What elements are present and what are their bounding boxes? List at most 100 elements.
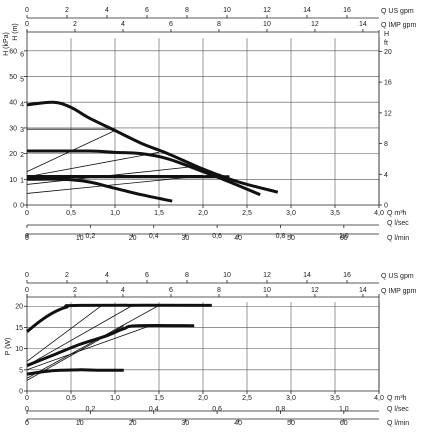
top-axis-tick-label: 10: [263, 287, 271, 294]
y-tick-label-right: 0: [384, 203, 388, 210]
bottom-axis-tick-label: 2,5: [242, 395, 252, 402]
bottom-axis-tick-label: 2,0: [198, 395, 208, 402]
y-tick-label-meters: 2: [20, 152, 24, 159]
y-tick-label-meters: 5: [20, 77, 24, 84]
bottom-axis-unit: Q m³h: [387, 210, 407, 217]
top-axis-tick-label: 6: [145, 7, 149, 14]
y-tick-label-left: 10: [9, 177, 17, 184]
performance-curve-3: [26, 177, 173, 203]
control-line-8: [26, 166, 195, 185]
y-tick-label-right: 16: [384, 80, 392, 87]
bottom-axis-tick-label: 0,4: [149, 233, 159, 240]
bottom-axis-tick-label: 40: [234, 420, 242, 427]
y-tick-label-meters: 0: [20, 203, 24, 210]
bottom-axis-tick-label: 10: [76, 420, 84, 427]
y-tick-label-right: 20: [384, 49, 392, 56]
bottom-axis-tick-label: 0: [25, 235, 29, 242]
bottom-axis-tick-label: 30: [181, 420, 189, 427]
bottom-axis-tick-label: 2,0: [198, 210, 208, 217]
y-tick-label-right: 4: [384, 172, 388, 179]
bottom-axis-tick-label: 0,6: [212, 233, 222, 240]
bottom-axis-tick-label: 40: [234, 235, 242, 242]
top-axis-tick-label: 0: [25, 7, 29, 14]
top-axis-tick-label: 14: [303, 7, 311, 14]
control-line-6: [26, 130, 116, 172]
top-axis-tick-label: 14: [303, 272, 311, 279]
control-line-3: [26, 305, 103, 362]
bottom-axis-tick-label: 1,0: [110, 210, 120, 217]
bottom-axis-tick-label: 20: [129, 420, 137, 427]
bottom-axis-tick-label: 0: [25, 406, 29, 413]
bottom-axis-tick-label: 0,8: [276, 406, 286, 413]
top-axis-tick-label: 4: [105, 272, 109, 279]
bottom-axis-tick-label: 0,5: [66, 395, 76, 402]
top-axis-tick-label: 12: [311, 21, 319, 28]
top-axis-tick-label: 0: [25, 21, 29, 28]
y-tick-label-left: 50: [9, 74, 17, 81]
bottom-axis-tick-label: 50: [287, 420, 295, 427]
performance-curve-2: [26, 368, 124, 376]
control-line-7: [26, 151, 160, 178]
top-axis-unit: Q IMP gpm: [381, 22, 416, 29]
performance-curve-1: [26, 149, 261, 197]
bottom-axis-tick-label: 0,6: [212, 406, 222, 413]
bottom-axis-tick-label: 0,4: [149, 406, 159, 413]
y-tick-label-left: 15: [15, 325, 23, 332]
bottom-axis-tick-label: 20: [129, 235, 137, 242]
y-tick-label-left: 0: [19, 389, 23, 396]
top-axis-tick-label: 16: [343, 272, 351, 279]
control-line-9: [26, 173, 221, 194]
bottom-axis-unit: Q l/sec: [387, 220, 409, 227]
top-axis-unit: Q US gpm: [381, 8, 414, 15]
control-line-6: [26, 325, 124, 381]
y-tick-label-meters: 1: [20, 177, 24, 184]
top-axis-tick-label: 12: [263, 7, 271, 14]
bottom-axis-tick-label: 0,2: [85, 406, 95, 413]
top-axis-tick-label: 6: [169, 287, 173, 294]
top-axis-tick-label: 10: [223, 7, 231, 14]
top-axis-tick-label: 12: [263, 272, 271, 279]
bottom-axis-tick-label: 1,0: [339, 406, 349, 413]
top-axis-tick-label: 4: [121, 21, 125, 28]
bottom-axis-unit: Q l/min: [387, 420, 409, 427]
bottom-axis-tick-label: 0,2: [85, 233, 95, 240]
y-axis-label-left-meters: H (m): [12, 23, 19, 41]
top-axis-tick-label: 0: [25, 287, 29, 294]
bottom-axis-tick-label: 50: [287, 235, 295, 242]
bottom-axis-tick-label: 4,0: [374, 395, 384, 402]
top-axis-tick-label: 16: [343, 7, 351, 14]
y-tick-label-meters: 6: [20, 51, 24, 58]
top-axis-tick-label: 8: [217, 21, 221, 28]
top-axis-tick-label: 12: [311, 287, 319, 294]
top-axis-tick-label: 6: [145, 272, 149, 279]
performance-curve-1: [26, 324, 195, 367]
bottom-axis-tick-label: 3,5: [330, 210, 340, 217]
bottom-axis-tick-label: 0,5: [66, 210, 76, 217]
top-axis-tick-label: 4: [105, 7, 109, 14]
bottom-axis-tick-label: 3,0: [286, 210, 296, 217]
bottom-axis-tick-label: 60: [340, 420, 348, 427]
y-tick-label-left: 0: [13, 203, 17, 210]
top-axis-tick-label: 10: [223, 272, 231, 279]
y-tick-label-right: 12: [384, 110, 392, 117]
bottom-axis-tick-label: 2,5: [242, 210, 252, 217]
top-axis-unit: Q IMP gpm: [381, 288, 416, 295]
y-axis-label-left: H (kPa): [3, 32, 10, 56]
y-tick-label-left: 10: [15, 346, 23, 353]
y-tick-label-left: 20: [9, 151, 17, 158]
top-axis-tick-label: 10: [263, 21, 271, 28]
bottom-axis-unit: Q l/min: [387, 235, 409, 242]
top-axis-tick-label: 4: [121, 287, 125, 294]
control-line-4: [26, 305, 133, 366]
top-axis-tick-label: 6: [169, 21, 173, 28]
performance-curve-0: [26, 303, 212, 333]
power-flow-chart: 0 5 10 15 20 P (W) 0 2 4 6 8 10 12 14 16 Q US gpm 0 2 4 6 8 1…: [5, 272, 416, 427]
y-tick-label-left: 40: [9, 100, 17, 107]
y-tick-label-left: 20: [15, 304, 23, 311]
control-line-5: [26, 305, 160, 379]
bottom-axis-tick-label: 30: [181, 235, 189, 242]
top-axis-tick-label: 8: [217, 287, 221, 294]
top-axis-unit: Q US gpm: [381, 273, 414, 280]
